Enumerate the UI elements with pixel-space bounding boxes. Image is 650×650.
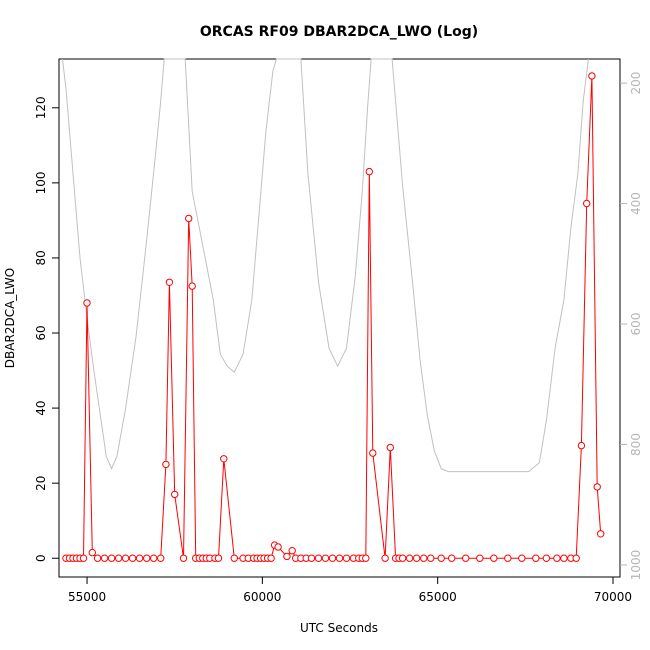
data-point (369, 449, 377, 457)
data-point (274, 543, 282, 551)
data-point (283, 552, 291, 561)
data-point (230, 554, 239, 562)
y-tick-label: 60 (34, 325, 48, 340)
data-point (593, 483, 601, 491)
data-point (365, 167, 373, 176)
data-point (157, 554, 165, 562)
y2-tick-label: 600 (629, 313, 643, 336)
primary-line-path (66, 75, 602, 559)
data-point (405, 554, 414, 562)
data-point (220, 455, 228, 463)
data-point (162, 460, 170, 469)
data-point (107, 554, 116, 562)
data-point (398, 554, 407, 562)
chart-title: ORCAS RF09 DBAR2DCA_LWO (Log) (200, 24, 478, 40)
data-point (518, 554, 526, 562)
data-point (381, 554, 389, 562)
data-point (307, 554, 316, 562)
data-point (128, 554, 137, 562)
data-point (386, 443, 394, 452)
x-tick-label: 60000 (243, 590, 281, 604)
x-tick-label: 65000 (419, 590, 457, 604)
data-point (267, 554, 275, 562)
data-point (150, 554, 158, 562)
data-point (179, 554, 188, 562)
data-point (100, 554, 109, 562)
data-point (583, 199, 591, 208)
x-axis-label: UTC Seconds (300, 621, 378, 635)
data-point (448, 554, 456, 562)
data-point (437, 554, 445, 562)
secondary-series-line (62, 58, 589, 473)
y2-tick-label: 800 (629, 433, 643, 456)
x-tick-label: 70000 (594, 590, 632, 604)
data-point (532, 554, 540, 562)
data-point (427, 554, 435, 562)
data-point (476, 554, 484, 562)
data-point (328, 554, 337, 562)
data-point (93, 554, 102, 562)
y-tick-label: 20 (34, 476, 48, 491)
y-tick-label: 40 (34, 400, 48, 415)
data-point (135, 554, 144, 562)
y-tick-label: 100 (34, 171, 48, 194)
y2-tick-label: 1000 (629, 550, 643, 581)
data-point (577, 441, 586, 450)
y-tick-label: 120 (34, 96, 48, 119)
data-point (462, 554, 470, 562)
data-point (542, 554, 551, 562)
data-point (79, 554, 88, 562)
data-point (114, 554, 123, 562)
data-point (83, 299, 91, 307)
x-axis: 55000 60000 65000 70000 (68, 577, 632, 604)
data-point (560, 554, 568, 562)
data-point (362, 554, 370, 562)
data-point (185, 214, 193, 223)
data-point (597, 530, 605, 538)
plot-frame (58, 58, 621, 578)
data-point (88, 548, 97, 557)
data-point (588, 72, 596, 80)
data-point (121, 554, 130, 562)
y-tick-label: 80 (34, 250, 48, 265)
y-tick-label: 0 (34, 554, 48, 562)
y2-tick-label: 200 (629, 72, 643, 95)
data-point (165, 278, 174, 286)
data-point (143, 554, 151, 562)
data-point (553, 554, 561, 562)
primary-series-line (66, 75, 602, 559)
x-tick-label: 55000 (68, 590, 106, 604)
data-point (572, 554, 580, 562)
secondary-line-path (62, 58, 589, 473)
data-point (412, 554, 421, 562)
data-point (171, 490, 179, 499)
data-point (321, 554, 330, 562)
y2-tick-label: 400 (629, 192, 643, 215)
data-point (490, 554, 498, 562)
data-point (214, 554, 223, 562)
primary-series-points (62, 72, 605, 562)
y2-axis: 200 400 600 800 1000 (620, 72, 643, 581)
y-axis-label: DBAR2DCA_LWO (3, 268, 17, 368)
data-point (420, 554, 428, 562)
data-point (504, 554, 512, 562)
y-axis: 0 20 40 60 80 100 120 (34, 96, 59, 562)
data-point (288, 547, 296, 555)
data-point (188, 282, 196, 290)
data-point (314, 554, 323, 562)
data-point (335, 554, 344, 562)
data-point (342, 554, 351, 562)
